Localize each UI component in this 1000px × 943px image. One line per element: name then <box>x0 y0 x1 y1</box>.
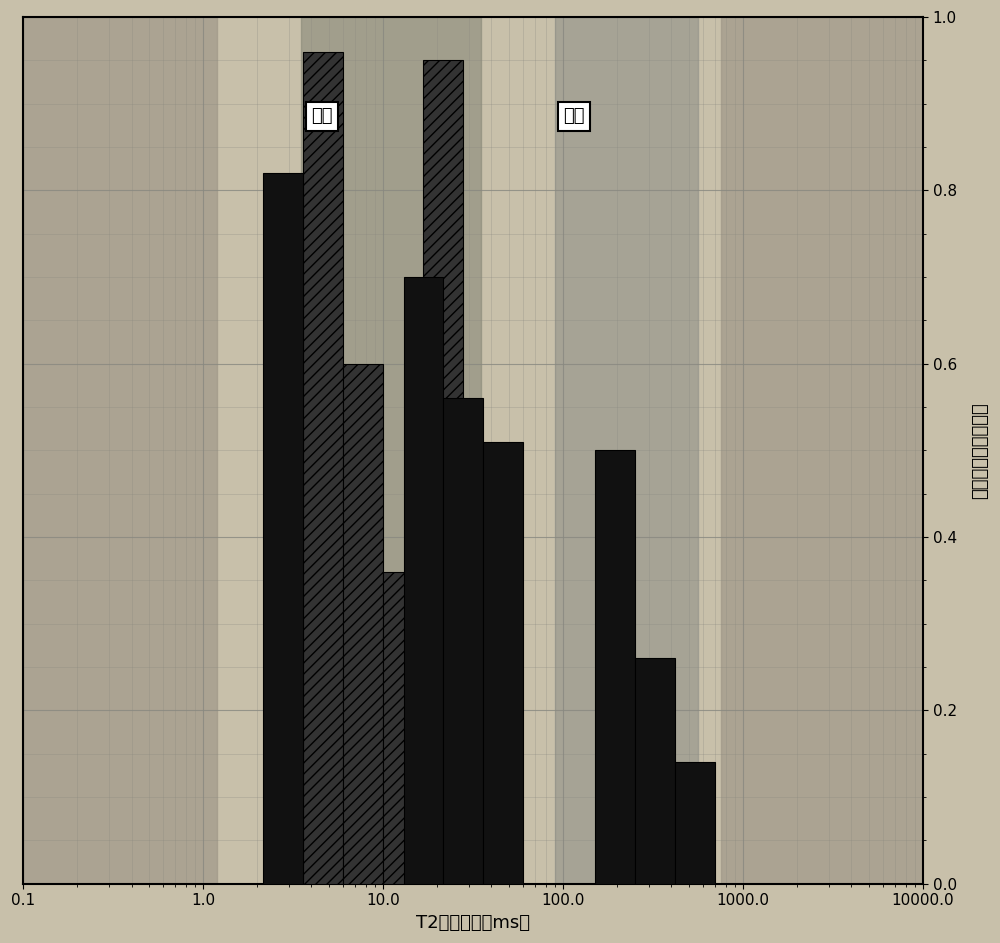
Bar <box>263 174 303 884</box>
Bar <box>595 451 635 884</box>
Bar <box>555 17 698 884</box>
Bar <box>483 441 523 884</box>
Text: 水区: 水区 <box>311 108 333 125</box>
Bar <box>404 277 443 884</box>
X-axis label: T2弛豪时间（ms）: T2弛豪时间（ms） <box>416 914 530 932</box>
Bar <box>303 52 343 884</box>
Y-axis label: 相对幅度（无因次）: 相对幅度（无因次） <box>971 402 989 499</box>
Bar <box>675 762 715 884</box>
Bar <box>383 571 423 884</box>
Text: 油区: 油区 <box>563 108 585 125</box>
Bar <box>23 17 217 884</box>
Bar <box>423 60 463 884</box>
Bar <box>443 398 483 884</box>
Bar <box>635 658 675 884</box>
Bar <box>301 17 481 884</box>
Bar <box>343 364 383 884</box>
